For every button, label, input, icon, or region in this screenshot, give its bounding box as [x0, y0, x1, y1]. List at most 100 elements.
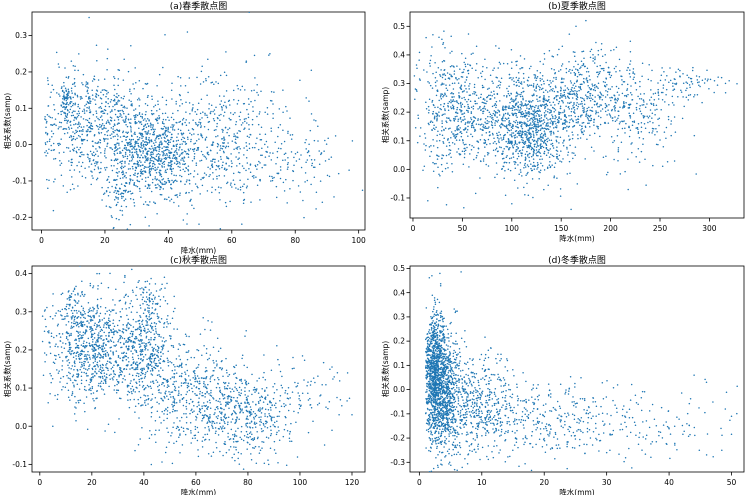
data-point	[605, 155, 607, 157]
data-point	[553, 111, 555, 113]
data-point	[186, 31, 189, 33]
data-point	[183, 137, 186, 140]
data-point	[243, 128, 245, 131]
data-point	[482, 124, 485, 126]
data-point	[633, 120, 636, 122]
data-point	[536, 128, 538, 131]
data-point	[441, 38, 443, 40]
data-point	[416, 141, 419, 144]
data-point	[230, 153, 232, 155]
data-point	[467, 135, 469, 137]
data-point	[506, 155, 508, 157]
data-point	[555, 116, 557, 118]
data-point	[664, 79, 667, 81]
data-point	[573, 92, 575, 95]
data-point	[105, 364, 107, 366]
data-point	[179, 169, 182, 172]
data-point	[89, 130, 91, 133]
data-point	[232, 113, 235, 116]
data-point	[523, 90, 525, 93]
data-point	[441, 120, 443, 122]
data-point	[125, 176, 127, 179]
data-point	[99, 116, 102, 118]
data-point	[134, 145, 136, 148]
data-point	[632, 71, 634, 73]
data-point	[424, 133, 426, 135]
data-point	[128, 99, 130, 101]
data-point	[606, 84, 608, 86]
data-point	[651, 69, 653, 72]
data-point	[436, 90, 439, 92]
data-point	[179, 146, 181, 148]
data-point	[563, 122, 566, 124]
data-point	[292, 179, 294, 182]
data-point	[227, 145, 230, 148]
data-point	[84, 293, 86, 296]
data-point	[97, 128, 100, 130]
data-point	[486, 96, 488, 99]
data-point	[116, 142, 118, 144]
data-point	[144, 165, 146, 168]
data-point	[114, 189, 116, 192]
data-point	[119, 329, 121, 332]
data-point	[93, 343, 96, 346]
data-point	[631, 120, 634, 123]
data-point	[103, 124, 105, 127]
data-point	[110, 117, 113, 119]
data-point	[112, 125, 115, 128]
data-point	[162, 154, 164, 157]
data-point	[528, 156, 530, 159]
data-point	[492, 149, 495, 152]
data-point	[484, 102, 486, 104]
y-tick-label: 0.3	[393, 79, 405, 88]
data-point	[44, 116, 46, 118]
data-point	[501, 122, 503, 125]
data-point	[443, 30, 445, 32]
data-point	[67, 339, 69, 341]
data-point	[65, 103, 67, 106]
data-point	[142, 87, 144, 90]
data-point	[148, 147, 151, 150]
data-point	[173, 180, 176, 182]
data-point	[57, 353, 60, 356]
data-point	[105, 190, 108, 193]
data-point	[543, 130, 546, 132]
data-point	[429, 65, 431, 67]
data-point	[247, 116, 250, 119]
data-point	[517, 105, 520, 107]
data-point	[126, 157, 129, 160]
data-point	[134, 120, 137, 123]
data-point	[89, 150, 92, 153]
data-point	[465, 131, 468, 133]
data-point	[635, 156, 637, 158]
data-point	[450, 99, 452, 101]
data-point	[512, 98, 514, 101]
data-point	[113, 333, 115, 336]
data-point	[586, 97, 588, 100]
data-point	[635, 89, 638, 91]
data-point	[448, 144, 451, 147]
data-point	[210, 160, 212, 162]
data-point	[504, 106, 507, 109]
data-point	[609, 97, 611, 99]
data-point	[170, 89, 173, 91]
data-point	[456, 127, 458, 129]
data-point	[97, 366, 99, 368]
data-point	[470, 53, 473, 55]
data-point	[690, 80, 693, 83]
data-point	[440, 108, 442, 111]
data-point	[521, 115, 524, 118]
data-point	[656, 130, 658, 133]
data-point	[69, 97, 72, 99]
data-point	[55, 124, 57, 127]
data-point	[617, 98, 619, 100]
data-point	[78, 340, 80, 342]
data-point	[138, 79, 141, 82]
data-point	[169, 152, 171, 154]
data-point	[205, 174, 208, 176]
data-point	[136, 114, 139, 117]
data-point	[570, 118, 573, 120]
data-point	[221, 138, 223, 140]
data-point	[72, 110, 75, 112]
data-point	[520, 126, 523, 128]
